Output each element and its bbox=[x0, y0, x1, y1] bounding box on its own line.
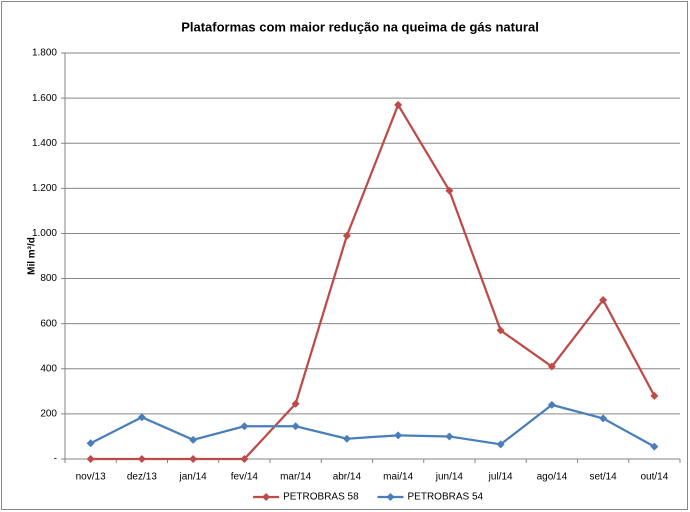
y-tick-label: - bbox=[54, 454, 57, 465]
y-tick-label: 600 bbox=[40, 318, 57, 329]
point-marker bbox=[137, 413, 146, 422]
series-line bbox=[90, 102, 656, 461]
point-marker bbox=[547, 362, 556, 371]
point-marker bbox=[86, 439, 95, 448]
point-marker bbox=[137, 455, 146, 463]
x-tick-label: out/14 bbox=[640, 472, 668, 483]
y-tick-label: 1.800 bbox=[32, 48, 57, 59]
point-marker bbox=[650, 391, 659, 400]
x-tick-label: abr/14 bbox=[333, 472, 362, 483]
point-marker bbox=[342, 434, 351, 443]
legend-marker bbox=[386, 493, 395, 501]
point-marker bbox=[394, 431, 403, 440]
y-axis-label: Mil m³/d bbox=[27, 237, 38, 275]
point-marker bbox=[291, 399, 300, 408]
point-marker bbox=[599, 414, 608, 423]
x-tick-label: mar/14 bbox=[280, 472, 312, 483]
point-marker bbox=[496, 440, 505, 449]
point-marker bbox=[342, 231, 351, 240]
x-tick-label: ago/14 bbox=[537, 472, 568, 483]
point-marker bbox=[86, 455, 95, 463]
x-tick-label: set/14 bbox=[590, 472, 618, 483]
point-marker bbox=[445, 432, 454, 441]
y-tick-label: 1.200 bbox=[32, 183, 57, 194]
point-marker bbox=[650, 442, 659, 451]
x-tick-label: jun/14 bbox=[435, 472, 464, 483]
y-tick-label: 1.000 bbox=[32, 228, 57, 239]
x-tick-label: dez/13 bbox=[127, 472, 157, 483]
series-line bbox=[90, 403, 655, 448]
y-tick-label: 800 bbox=[40, 273, 57, 284]
legend-label: PETROBRAS 58 bbox=[283, 492, 359, 503]
y-tick-label: 400 bbox=[40, 363, 57, 374]
point-marker bbox=[599, 295, 608, 304]
legend-marker bbox=[262, 493, 271, 501]
y-tick-label: 1.400 bbox=[32, 138, 57, 149]
chart-title: Plataformas com maior redução na queima … bbox=[181, 19, 539, 34]
x-tick-label: jan/14 bbox=[179, 472, 208, 483]
point-marker bbox=[547, 400, 556, 409]
point-marker bbox=[240, 422, 249, 431]
x-tick-label: mai/14 bbox=[383, 472, 413, 483]
point-marker bbox=[445, 186, 454, 195]
point-marker bbox=[496, 326, 505, 335]
point-marker bbox=[189, 435, 198, 444]
legend-label: PETROBRAS 54 bbox=[408, 492, 484, 503]
point-marker bbox=[291, 422, 300, 431]
x-tick-label: nov/13 bbox=[76, 472, 106, 483]
point-marker bbox=[394, 100, 403, 109]
x-tick-label: jul/14 bbox=[488, 472, 513, 483]
y-tick-label: 1.600 bbox=[32, 93, 57, 104]
point-marker bbox=[240, 455, 249, 463]
x-tick-label: fev/14 bbox=[231, 472, 259, 483]
point-marker bbox=[189, 455, 198, 463]
y-tick-label: 200 bbox=[40, 409, 57, 420]
